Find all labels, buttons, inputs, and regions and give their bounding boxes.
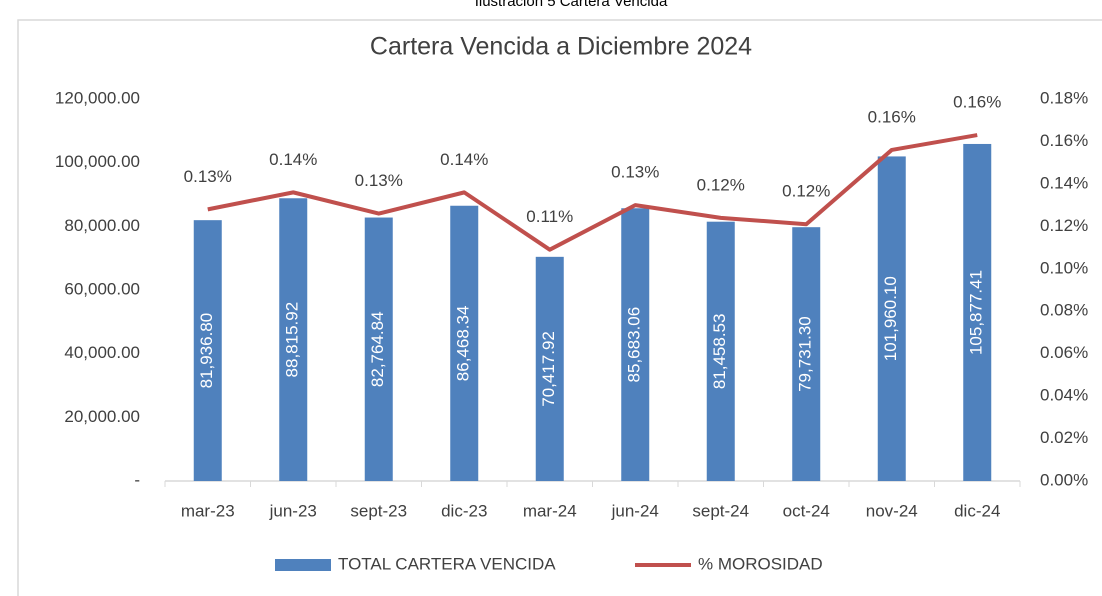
x-tick-label: oct-24 <box>783 501 830 520</box>
x-tick-label: sept-24 <box>692 501 749 520</box>
y-tick-label: 20,000.00 <box>64 407 140 426</box>
x-tick-label: mar-24 <box>523 501 577 520</box>
chart-title: Cartera Vencida a Diciembre 2024 <box>370 33 752 61</box>
bar <box>792 227 821 481</box>
bar <box>193 220 222 481</box>
y-tick-label: 60,000.00 <box>64 279 140 298</box>
bar <box>279 198 308 481</box>
bar-value-label: 70,417.92 <box>539 331 558 407</box>
y2-tick-label: 0.06% <box>1040 343 1088 362</box>
line-value-label: 0.11% <box>526 207 573 226</box>
y2-tick-label: 0.16% <box>1040 131 1088 150</box>
bar <box>450 205 479 482</box>
y-tick-label: - <box>134 470 140 489</box>
y2-tick-label: 0.18% <box>1040 88 1088 107</box>
chart-frame <box>17 19 1102 596</box>
bar <box>963 143 992 481</box>
y-tick-label: 80,000.00 <box>64 216 140 235</box>
bar <box>621 208 650 482</box>
caption: Ilustración 5 Cartera Vencida <box>475 0 668 10</box>
bar-value-label: 101,960.10 <box>881 276 900 361</box>
legend-label: % MOROSIDAD <box>698 554 823 573</box>
bar <box>877 156 906 482</box>
bar-value-label: 82,764.84 <box>368 311 387 387</box>
line-value-label: 0.13% <box>355 171 403 190</box>
bar <box>706 221 735 481</box>
line-value-label: 0.12% <box>782 182 830 201</box>
x-tick-label: nov-24 <box>866 501 918 520</box>
x-tick-label: dic-23 <box>441 501 487 520</box>
y2-tick-label: 0.14% <box>1040 173 1088 192</box>
bar-value-label: 88,815.92 <box>283 302 302 378</box>
bar-value-label: 85,683.06 <box>625 307 644 383</box>
y-tick-label: 40,000.00 <box>64 343 140 362</box>
line-value-label: 0.16% <box>953 93 1001 112</box>
line-value-label: 0.14% <box>269 150 317 169</box>
bar-value-label: 105,877.41 <box>967 270 986 355</box>
bar <box>364 217 393 481</box>
y2-tick-label: 0.00% <box>1040 470 1088 489</box>
x-tick-label: sept-23 <box>350 501 407 520</box>
y2-tick-label: 0.10% <box>1040 258 1088 277</box>
x-tick-label: jun-24 <box>611 501 659 520</box>
line <box>207 133 978 252</box>
line-value-label: 0.14% <box>440 150 488 169</box>
y2-tick-label: 0.08% <box>1040 301 1088 320</box>
y2-tick-label: 0.12% <box>1040 216 1088 235</box>
line-value-label: 0.13% <box>611 163 659 182</box>
bar-value-label: 81,936.80 <box>197 313 216 389</box>
y-tick-label: 120,000.00 <box>55 88 140 107</box>
line-value-label: 0.13% <box>184 167 232 186</box>
bar-value-label: 81,458.53 <box>710 314 729 390</box>
legend-label: TOTAL CARTERA VENCIDA <box>338 554 556 573</box>
legend-swatch <box>275 559 331 571</box>
line-value-label: 0.12% <box>697 175 745 194</box>
bar-value-label: 79,731.30 <box>796 316 815 392</box>
x-tick-label: mar-23 <box>181 501 235 520</box>
line-value-label: 0.16% <box>868 107 916 126</box>
bar <box>535 256 564 481</box>
y-tick-label: 100,000.00 <box>55 152 140 171</box>
bar-value-label: 86,468.34 <box>454 306 473 382</box>
x-tick-label: jun-23 <box>269 501 317 520</box>
y2-tick-label: 0.04% <box>1040 386 1088 405</box>
y2-tick-label: 0.02% <box>1040 428 1088 447</box>
x-tick-label: dic-24 <box>954 501 1000 520</box>
